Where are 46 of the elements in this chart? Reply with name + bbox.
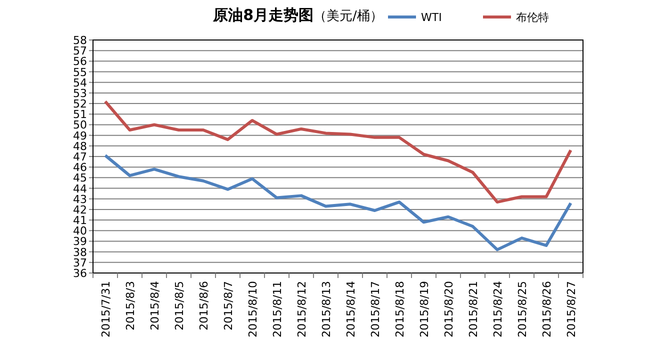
y-tick-label: 51: [73, 108, 87, 122]
x-tick-label: 2015/8/25: [516, 281, 529, 338]
x-tick-label: 2015/8/14: [344, 281, 358, 338]
y-tick-label: 47: [73, 150, 87, 164]
y-tick-label: 38: [73, 246, 87, 259]
x-tick-label: 2015/8/5: [172, 281, 186, 330]
x-tick-label: 2015/8/4: [148, 281, 162, 330]
x-tick-label: 2015/8/27: [564, 281, 578, 338]
x-tick-label: 2015/8/11: [270, 281, 284, 338]
y-tick-label: 54: [73, 76, 87, 90]
y-tick-label: 49: [73, 129, 87, 142]
y-tick-label: 36: [73, 267, 87, 280]
x-tick-label: 2015/8/12: [295, 281, 308, 338]
x-tick-label: 2015/8/17: [368, 281, 382, 338]
y-tick-label: 48: [73, 140, 87, 153]
x-tick-label: 2015/8/7: [222, 281, 235, 330]
x-tick-label: 2015/8/20: [442, 281, 456, 338]
y-tick-label: 39: [73, 235, 87, 248]
y-tick-label: 44: [73, 182, 87, 196]
y-tick-label: 53: [73, 86, 87, 100]
y-tick-label: 56: [73, 55, 87, 68]
y-tick-label: 40: [73, 224, 87, 238]
y-tick-label: 41: [73, 214, 87, 228]
x-tick-label: 2015/8/24: [491, 281, 504, 338]
x-tick-label: 2015/8/13: [320, 281, 333, 338]
y-tick-label: 42: [73, 203, 87, 216]
x-tick-label: 2015/8/26: [540, 281, 554, 338]
y-tick-label: 37: [73, 256, 87, 270]
y-tick-label: 52: [73, 98, 87, 111]
x-tick-label: 2015/8/6: [197, 281, 210, 330]
x-tick-label: 2015/8/10: [246, 281, 260, 338]
x-tick-label: 2015/8/19: [418, 281, 431, 338]
y-tick-label: 57: [73, 44, 87, 58]
y-tick-label: 58: [73, 34, 87, 47]
x-tick-label: 2015/8/3: [124, 281, 137, 330]
x-tick-label: 2015/8/21: [466, 281, 480, 338]
legend-label: 布伦特: [516, 11, 549, 24]
y-tick-label: 43: [73, 192, 87, 206]
x-tick-label: 2015/8/18: [393, 281, 406, 338]
y-tick-label: 55: [73, 66, 87, 79]
chart-title: 原油8月走势图（美元/桶）: [212, 6, 383, 24]
y-tick-label: 50: [73, 118, 87, 132]
x-tick-label: 2015/7/31: [99, 281, 112, 338]
legend-label: WTI: [421, 11, 442, 24]
y-tick-label: 46: [73, 161, 87, 174]
y-tick-label: 45: [73, 172, 87, 185]
